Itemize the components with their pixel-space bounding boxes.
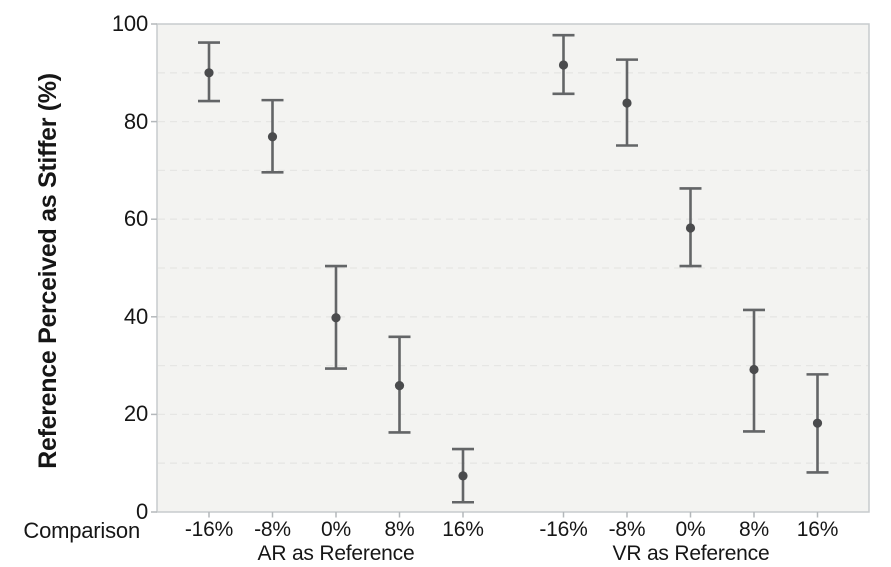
y-tick-label: 80 — [123, 108, 148, 134]
data-point — [458, 471, 468, 481]
data-point — [394, 381, 405, 391]
x-tick-label: -8% — [608, 518, 646, 541]
error-bar — [679, 187, 702, 268]
x-axis-name-comparison: Comparison — [23, 518, 140, 543]
x-tick-label: 16% — [796, 518, 839, 541]
x-tick-label: -16% — [184, 518, 234, 541]
data-point — [685, 223, 696, 233]
x-tick-label: 0% — [675, 518, 706, 541]
y-tick-label: 40 — [123, 303, 148, 329]
error-bar — [261, 98, 284, 174]
error-bar — [743, 308, 765, 433]
x-tick-label: 0% — [321, 518, 351, 541]
data-point — [812, 418, 823, 428]
x-tick-label: -8% — [254, 518, 291, 541]
x-tick-label: 16% — [442, 518, 484, 541]
error-bar — [325, 264, 347, 370]
x-tick-label: -16% — [539, 518, 588, 541]
y-tick-label: 20 — [123, 401, 148, 427]
error-bar — [616, 58, 638, 147]
data-point — [558, 60, 569, 70]
error-bar — [388, 335, 411, 434]
y-tick-label: 60 — [123, 206, 148, 232]
error-bar — [452, 447, 474, 504]
data-point — [204, 68, 214, 78]
y-axis-title: Reference Perceived as Stiffer (%) — [34, 73, 62, 469]
data-point — [267, 132, 278, 142]
x-tick-label: 8% — [739, 518, 769, 541]
y-tick-label: 100 — [111, 11, 148, 36]
error-bar — [552, 33, 575, 96]
series-ar — [198, 41, 474, 504]
series-vr — [552, 33, 829, 474]
error-bar — [806, 373, 829, 474]
data-point — [331, 313, 341, 323]
group-label-ar: AR as Reference — [257, 542, 415, 565]
data-point — [622, 98, 632, 108]
x-tick-label: 8% — [384, 518, 415, 541]
y-tick-label: 0 — [135, 499, 148, 524]
group-label-vr: VR as Reference — [612, 542, 770, 565]
error-bar — [198, 41, 220, 103]
data-point — [749, 364, 759, 375]
